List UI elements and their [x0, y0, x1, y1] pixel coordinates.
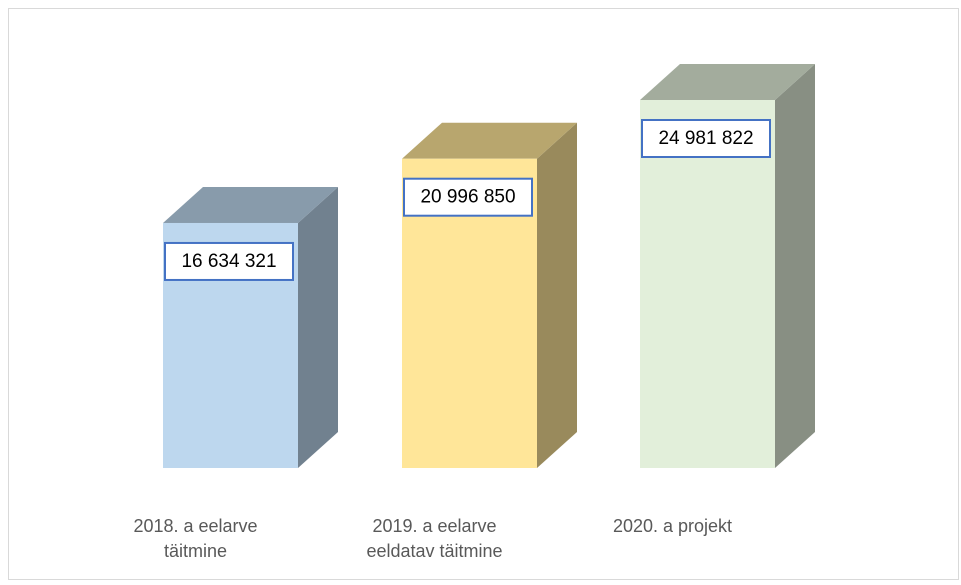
value-label-box	[164, 241, 294, 281]
value-label-box	[403, 177, 533, 217]
bar-top	[163, 186, 338, 223]
value-label-box	[641, 119, 771, 158]
x-tick-label: 2019. a eelarve eeldatav täitmine	[366, 516, 503, 561]
bar	[640, 100, 775, 468]
bar-side	[537, 122, 577, 468]
bar-top	[402, 122, 577, 159]
bar-side	[775, 64, 815, 468]
value-label: 24 981 822	[658, 128, 753, 149]
bar-side	[298, 186, 338, 468]
x-tick-label: 2018. a eelarve täitmine	[133, 516, 258, 561]
value-label: 20 996 850	[420, 187, 515, 208]
x-tick-label: 2020. a projekt	[612, 516, 733, 536]
bar-top	[640, 64, 815, 100]
value-label: 16 634 321	[181, 251, 276, 272]
